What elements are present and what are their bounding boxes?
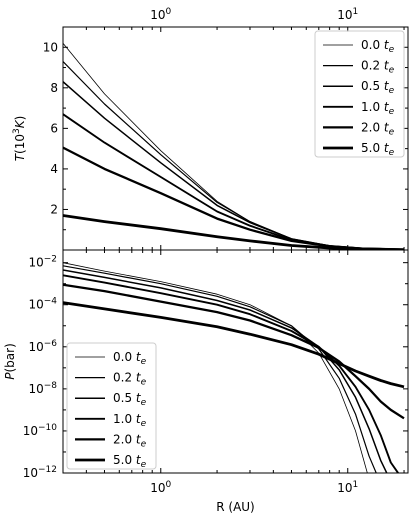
y-tick-label: 10 — [43, 40, 58, 54]
temperature-line-2p0 — [63, 146, 405, 250]
y-tick-label: 4 — [50, 162, 58, 176]
x-tick-label-bottom: 101 — [337, 480, 358, 495]
legend-box — [314, 30, 405, 158]
pressure-series-group — [63, 262, 405, 473]
legend-label: 5.0 te — [113, 453, 147, 470]
x-tick-label-bottom: 100 — [150, 480, 171, 495]
legend-label: 0.2 te — [113, 371, 147, 388]
y-tick-label: 8 — [50, 81, 58, 95]
legend-label: 0.0 te — [361, 38, 395, 55]
pressure-axis-title: P(bar) — [3, 343, 17, 380]
legend-label: 1.0 te — [361, 100, 395, 117]
temperature-axis-title: T(103K) — [12, 116, 27, 162]
legend-box — [66, 342, 157, 470]
pressure-axes-frame — [62, 249, 409, 474]
pressure-panel: 10−2 10−4 10−6 10−8 10−10 10−12 100 101 P(bar) R … — [3, 249, 409, 514]
legend-label: 0.2 te — [361, 59, 395, 76]
legend-label: 0.0 te — [113, 350, 147, 367]
temperature-series-group — [63, 42, 405, 250]
temperature-legend: 0.0 te 0.2 te 0.5 te 1.0 te 2.0 te 5.0 te — [314, 30, 405, 158]
legend-label: 2.0 te — [361, 120, 395, 137]
pressure-line-2p0 — [63, 283, 405, 420]
y-tick-label: 10−10 — [23, 423, 58, 438]
temperature-line-5p0 — [63, 214, 405, 250]
x-axis-title: R (AU) — [216, 500, 255, 514]
legend-label: 0.5 te — [361, 79, 395, 96]
pressure-line-5p0 — [63, 301, 405, 389]
legend-label: 5.0 te — [361, 141, 395, 158]
temperature-panel: 2 4 6 8 10 100 101 T(103K) 0.0 te 0.2 te 0.5 te 1.0… — [12, 7, 409, 251]
legend-label: 2.0 te — [113, 432, 147, 449]
pressure-legend: 0.0 te 0.2 te 0.5 te 1.0 te 2.0 te 5.0 te — [66, 342, 157, 470]
y-tick-label: 10−6 — [28, 339, 57, 354]
y-tick-label: 10−4 — [28, 297, 57, 312]
y-tick-label: 6 — [50, 121, 58, 135]
x-tick-label-top: 100 — [150, 7, 171, 22]
y-tick-label: 10−8 — [28, 381, 57, 396]
legend-label: 1.0 te — [113, 412, 147, 429]
y-tick-label: 10−2 — [28, 255, 57, 270]
x-tick-label-top: 101 — [337, 7, 358, 22]
y-tick-label: 10−12 — [23, 465, 57, 480]
legend-label: 0.5 te — [113, 391, 147, 408]
y-tick-label: 2 — [50, 202, 58, 216]
